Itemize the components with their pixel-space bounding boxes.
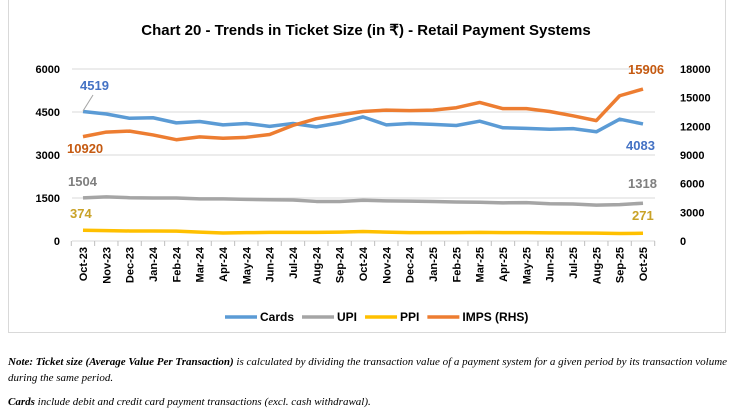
x-axis-tick: Feb-25 <box>451 247 463 282</box>
series-line-ppi <box>82 228 644 236</box>
x-axis-tick: Jan-24 <box>148 246 160 282</box>
note-ticket-size: Note: Ticket size (Average Value Per Tra… <box>8 354 728 386</box>
right-axis-tick: 0 <box>680 236 686 248</box>
left-axis-tick: 6000 <box>36 64 60 76</box>
note-cards: Cards include debit and credit card paym… <box>8 394 728 410</box>
legend-item: Cards <box>260 310 294 324</box>
legend-item: IMPS (RHS) <box>462 310 528 324</box>
x-axis-tick: Feb-24 <box>171 246 183 282</box>
x-axis-tick: Jun-25 <box>545 247 557 282</box>
data-label: 15906 <box>628 62 664 77</box>
data-label: 4519 <box>80 78 109 93</box>
note-bold: Note: Ticket size (Average Value Per Tra… <box>8 356 234 368</box>
x-axis-tick: Nov-23 <box>101 247 113 284</box>
legend-item: PPI <box>400 310 419 324</box>
right-axis-tick: 15000 <box>680 93 711 105</box>
x-axis-tick: Apr-25 <box>498 247 510 282</box>
right-axis-tick: 12000 <box>680 121 711 133</box>
data-label: 271 <box>632 208 654 223</box>
series-line-imps <box>82 87 644 142</box>
data-label-leader <box>82 94 94 112</box>
x-axis-tick: Mar-25 <box>475 247 487 282</box>
note-bold: Cards <box>8 396 35 408</box>
chart-title: Chart 20 - Trends in Ticket Size (in ₹) … <box>141 22 590 39</box>
right-axis-tick: 6000 <box>680 179 704 191</box>
note-text: is calculated by dividing the transactio… <box>8 356 728 384</box>
left-axis-tick: 4500 <box>36 107 60 119</box>
note-text: include debit and credit card payment tr… <box>34 396 371 408</box>
x-axis-tick: Jan-25 <box>428 247 440 282</box>
x-axis-tick: Sep-25 <box>615 247 627 283</box>
right-axis-tick: 9000 <box>680 150 704 162</box>
left-axis-tick: 0 <box>54 236 60 248</box>
x-axis-tick: Jul-24 <box>288 246 300 279</box>
x-axis-tick: Oct-24 <box>358 246 370 281</box>
x-axis-tick: Oct-23 <box>78 247 90 281</box>
data-label: 4083 <box>626 138 655 153</box>
data-label: 1318 <box>628 176 657 191</box>
x-axis-tick: Jul-25 <box>568 247 580 279</box>
x-axis-tick: Apr-24 <box>218 246 230 282</box>
legend-item: UPI <box>337 310 357 324</box>
data-label: 374 <box>70 206 92 221</box>
x-axis-tick: Dec-24 <box>405 246 417 283</box>
x-axis-tick: May-24 <box>241 246 253 284</box>
x-axis-tick: Aug-25 <box>591 247 603 284</box>
right-axis-tick: 3000 <box>680 207 704 219</box>
x-axis-tick: Oct-25 <box>638 247 650 281</box>
x-axis-tick: May-25 <box>521 247 533 284</box>
left-axis-tick: 1500 <box>36 193 60 205</box>
left-axis-tick: 3000 <box>36 150 60 162</box>
x-axis-tick: Nov-24 <box>381 246 393 284</box>
x-axis-tick: Sep-24 <box>335 246 347 283</box>
data-label: 10920 <box>67 141 103 156</box>
chart-frame <box>8 0 726 333</box>
x-axis-tick: Aug-24 <box>311 246 323 284</box>
right-axis-tick: 18000 <box>680 64 711 76</box>
x-axis-tick: Jun-24 <box>265 246 277 282</box>
x-axis-tick: Mar-24 <box>195 246 207 282</box>
x-axis-tick: Dec-23 <box>125 247 137 283</box>
ticket-size-chart: Chart 20 - Trends in Ticket Size (in ₹) … <box>36 22 711 324</box>
data-label: 1504 <box>68 174 98 189</box>
